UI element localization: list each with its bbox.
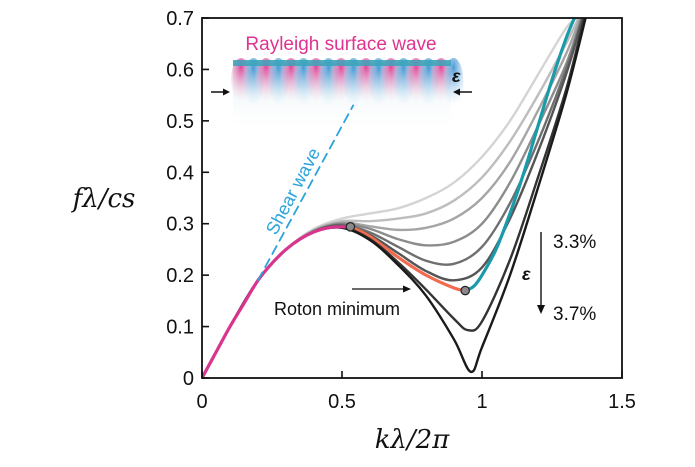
- inset-surface: [233, 60, 451, 66]
- y-tick-label: 0.1: [166, 317, 194, 339]
- x-axis-title: kλ/2π: [375, 425, 451, 455]
- rayleigh-label: Rayleigh surface wave: [245, 34, 436, 55]
- y-tick-label: 0.3: [166, 214, 194, 236]
- roton-minimum-label: Roton minimum: [274, 299, 400, 319]
- tick-layer: 0 0.5 1 1.5 0 0.1 0.2 0.3 0.4 0.5 0.6 0.7: [166, 8, 636, 413]
- y-tick-label: 0.7: [166, 8, 194, 30]
- y-tick-label: 0.6: [166, 59, 194, 81]
- y-tick-label: 0: [183, 368, 194, 390]
- strain-direction-arrowhead: [537, 305, 545, 314]
- roton-pointer-arrowhead: [403, 285, 411, 293]
- x-tick-label: 1.5: [608, 391, 636, 413]
- y-tick-label: 0.2: [166, 265, 194, 287]
- series-shear-wave: [257, 104, 355, 282]
- shear-wave-label: Shear wave: [262, 145, 324, 238]
- x-tick-label: 0.5: [328, 391, 356, 413]
- marker-layer: [345, 222, 470, 296]
- local-max-marker: [345, 222, 356, 232]
- right-arrowhead: [453, 88, 460, 96]
- wave-lobes: [231, 58, 464, 106]
- series-curve-orange: [348, 225, 467, 293]
- series-layer: [202, 18, 587, 378]
- series-curve-teal: [463, 18, 576, 293]
- x-tick-label: 1: [476, 391, 487, 413]
- rayleigh-inset: [211, 58, 472, 134]
- series-curve-magenta: [202, 225, 352, 378]
- inset-epsilon-label: ε: [452, 66, 461, 86]
- roton-min-marker: [460, 285, 470, 296]
- strain-bottom-label: 3.7%: [553, 304, 596, 325]
- y-tick-label: 0.4: [166, 162, 194, 184]
- y-tick-label: 0.5: [166, 111, 194, 133]
- plot-frame: [201, 17, 623, 379]
- strain-top-label: 3.3%: [553, 232, 596, 253]
- left-arrowhead: [223, 88, 230, 96]
- strain-epsilon-label: ε: [522, 264, 531, 284]
- x-tick-label: 0: [196, 391, 207, 413]
- y-axis-title: fλ/cs: [71, 184, 136, 214]
